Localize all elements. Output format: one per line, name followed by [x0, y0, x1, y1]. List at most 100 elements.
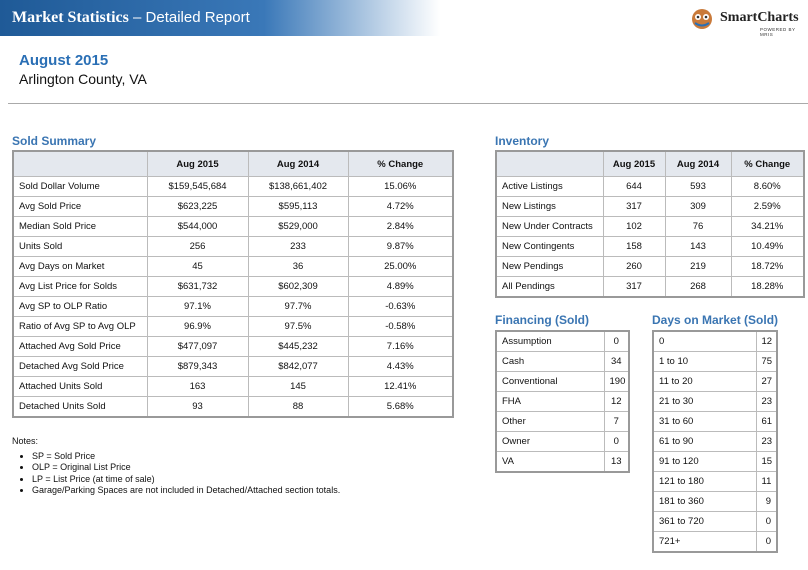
- value-cell: 145: [247, 376, 349, 397]
- table-row: 721+ 0: [652, 531, 778, 553]
- value-cell: 76: [664, 216, 732, 237]
- table-row: 361 to 720 0: [652, 511, 778, 532]
- note-item: SP = Sold Price: [32, 451, 340, 463]
- data-table: Assumption 0 Cash 34 Conventional 190 FHA 12 Oth…: [495, 330, 630, 473]
- value-cell: 7.16%: [347, 336, 454, 357]
- row-label: Sold Dollar Volume: [12, 176, 148, 197]
- value-cell: 260: [602, 256, 666, 277]
- table-row: 181 to 360 9: [652, 491, 778, 512]
- value-cell: 97.5%: [247, 316, 349, 337]
- value-cell: 219: [664, 256, 732, 277]
- table-row: New Listings 317 309 2.59%: [495, 196, 805, 217]
- value-cell: 12.41%: [347, 376, 454, 397]
- logo-icon: [692, 9, 712, 29]
- row-label: 11 to 20: [652, 371, 757, 392]
- row-label: Attached Units Sold: [12, 376, 148, 397]
- logo: SmartCharts: [720, 10, 799, 25]
- table-row: FHA 12: [495, 391, 630, 412]
- table-row: Avg SP to OLP Ratio 97.1% 97.7% -0.63%: [12, 296, 454, 317]
- value-cell: 75: [755, 351, 778, 372]
- value-cell: $631,732: [146, 276, 249, 297]
- note-item: Garage/Parking Spaces are not included i…: [32, 485, 340, 497]
- section-title: Days on Market (Sold): [652, 313, 779, 327]
- row-label: Avg List Price for Solds: [12, 276, 148, 297]
- table-row: Active Listings 644 593 8.60%: [495, 176, 805, 197]
- row-label: Cash: [495, 351, 605, 372]
- section-title: Financing (Sold): [495, 313, 589, 327]
- value-cell: 18.72%: [730, 256, 805, 277]
- table-row: 91 to 120 15: [652, 451, 778, 472]
- value-cell: 61: [755, 411, 778, 432]
- row-label: New Listings: [495, 196, 604, 217]
- section-title: Inventory: [495, 134, 550, 148]
- value-cell: $138,661,402: [247, 176, 349, 197]
- value-cell: 23: [755, 431, 778, 452]
- table-row: New Pendings 260 219 18.72%: [495, 256, 805, 277]
- value-cell: 5.68%: [347, 396, 454, 418]
- data-table: Aug 2015 Aug 2014% Change Active Listings 6…: [495, 150, 805, 298]
- value-cell: 25.00%: [347, 256, 454, 277]
- value-cell: 27: [755, 371, 778, 392]
- value-cell: 4.89%: [347, 276, 454, 297]
- row-label: Active Listings: [495, 176, 604, 197]
- notes-title: Notes:: [12, 436, 39, 446]
- row-label: 121 to 180: [652, 471, 757, 492]
- value-cell: $445,232: [247, 336, 349, 357]
- section-title: Sold Summary: [12, 134, 97, 148]
- value-cell: $602,309: [247, 276, 349, 297]
- header-bar: [0, 0, 440, 36]
- table-row: New Under Contracts 102 76 34.21%: [495, 216, 805, 237]
- corner-cell: [12, 150, 148, 177]
- column-header: Aug 2014: [664, 150, 732, 177]
- column-header: Aug 2014: [247, 150, 349, 177]
- value-cell: 163: [146, 376, 249, 397]
- table-row: Other 7: [495, 411, 630, 432]
- value-cell: 0: [603, 330, 630, 352]
- row-label: All Pendings: [495, 276, 604, 298]
- table-row: Avg Sold Price $623,225 $595,113 4.72%: [12, 196, 454, 217]
- value-cell: 97.1%: [146, 296, 249, 317]
- table-row: New Contingents 158 143 10.49%: [495, 236, 805, 257]
- title: Market Statistics: [12, 9, 129, 26]
- header-row: Aug 2015 Aug 2014% Change: [12, 150, 454, 177]
- value-cell: 317: [602, 196, 666, 217]
- row-label: 61 to 90: [652, 431, 757, 452]
- row-label: Detached Units Sold: [12, 396, 148, 418]
- value-cell: 10.49%: [730, 236, 805, 257]
- row-label: Owner: [495, 431, 605, 452]
- value-cell: $595,113: [247, 196, 349, 217]
- value-cell: 233: [247, 236, 349, 257]
- table-row: 21 to 30 23: [652, 391, 778, 412]
- location: Arlington County, VA: [19, 71, 147, 87]
- table-row: All Pendings 317 268 18.28%: [495, 276, 805, 298]
- row-label: 31 to 60: [652, 411, 757, 432]
- row-label: Avg Days on Market: [12, 256, 148, 277]
- row-label: 91 to 120: [652, 451, 757, 472]
- value-cell: 45: [146, 256, 249, 277]
- table-row: Detached Units Sold 93 88 5.68%: [12, 396, 454, 418]
- table-row: Ratio of Avg SP to Avg OLP 96.9% 97.5% -0.5…: [12, 316, 454, 337]
- row-label: FHA: [495, 391, 605, 412]
- notes: Notes: SP = Sold PriceOLP = Original List…: [12, 436, 340, 497]
- row-label: Ratio of Avg SP to Avg OLP: [12, 316, 148, 337]
- value-cell: 34.21%: [730, 216, 805, 237]
- value-cell: 0: [755, 511, 778, 532]
- value-cell: 23: [755, 391, 778, 412]
- value-cell: 12: [755, 330, 778, 352]
- value-cell: 9.87%: [347, 236, 454, 257]
- value-cell: 36: [247, 256, 349, 277]
- notes-list: SP = Sold PriceOLP = Original List Price…: [12, 451, 340, 497]
- value-cell: 15: [755, 451, 778, 472]
- row-label: Attached Avg Sold Price: [12, 336, 148, 357]
- value-cell: 9: [755, 491, 778, 512]
- table-row: 121 to 180 11: [652, 471, 778, 492]
- value-cell: $879,343: [146, 356, 249, 377]
- row-label: Avg Sold Price: [12, 196, 148, 217]
- row-label: 1 to 10: [652, 351, 757, 372]
- row-label: 0: [652, 330, 757, 352]
- row-label: Median Sold Price: [12, 216, 148, 237]
- table-row: 1 to 10 75: [652, 351, 778, 372]
- table-row: Sold Dollar Volume $159,545,684 $138,661,4…: [12, 176, 454, 197]
- value-cell: $544,000: [146, 216, 249, 237]
- table-row: 61 to 90 23: [652, 431, 778, 452]
